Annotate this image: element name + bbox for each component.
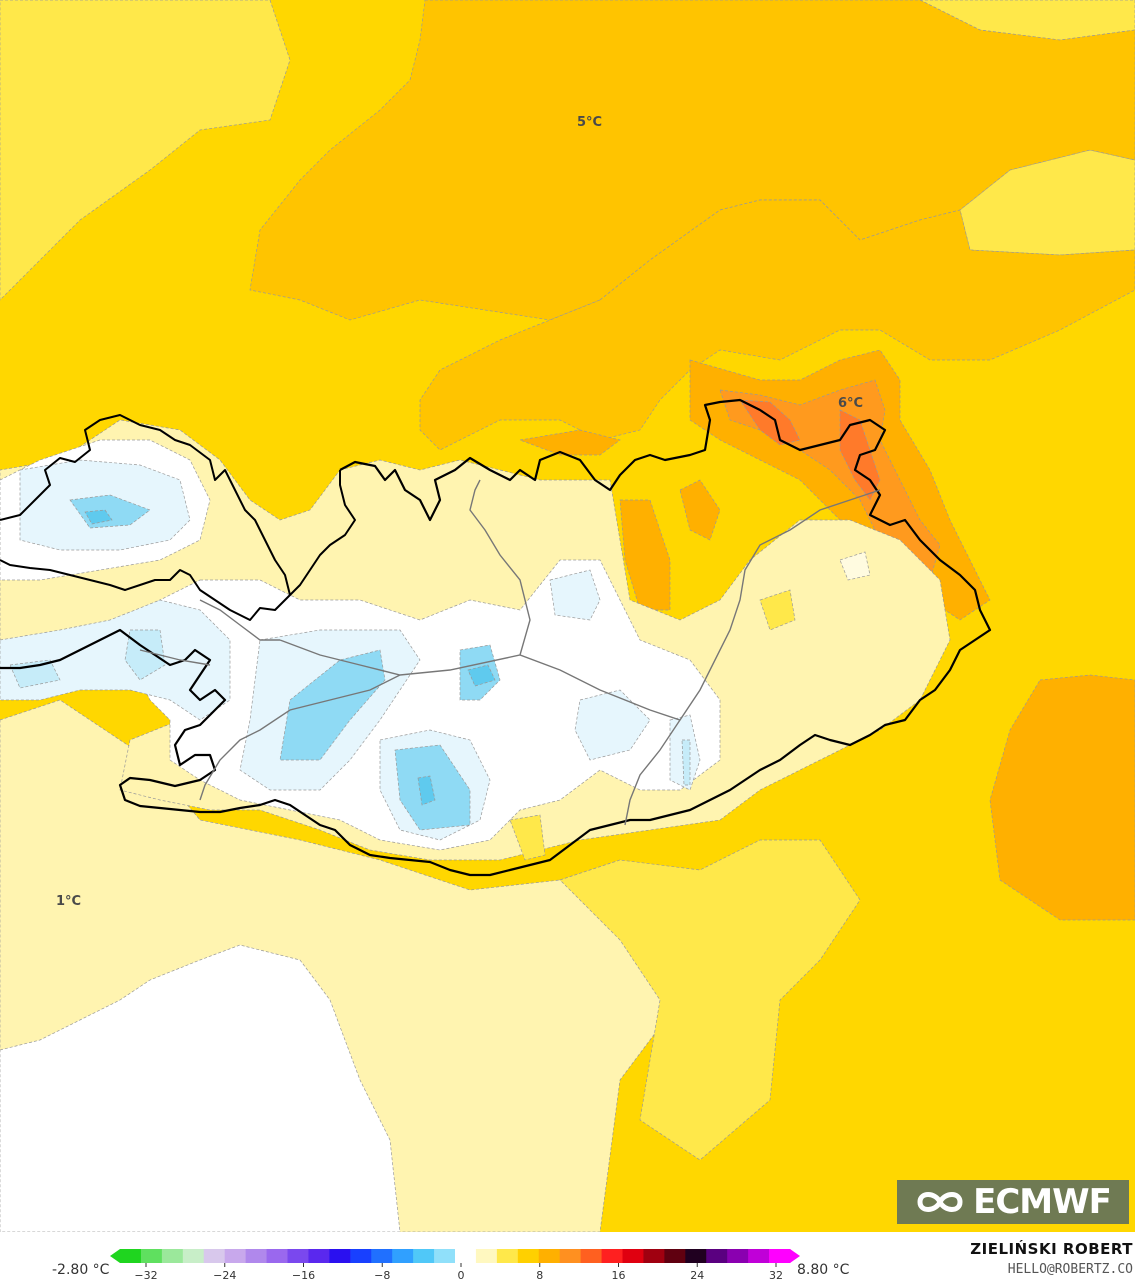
- scale-swatch: [455, 1249, 477, 1263]
- coastline-north-peninsula: [289, 470, 356, 596]
- scale-arrow-right: [790, 1249, 800, 1263]
- contour-label-6c: 6°C: [838, 396, 863, 411]
- scale-swatch: [434, 1249, 456, 1263]
- scale-tick-label: −16: [292, 1269, 315, 1282]
- scale-swatch: [538, 1249, 561, 1263]
- blue-central-1: [279, 649, 386, 761]
- blue-east-streak: [681, 739, 691, 786]
- light-region-northwest: [0, 0, 291, 301]
- pale-blue-north-central: [549, 569, 601, 621]
- scale-swatch: [643, 1249, 665, 1263]
- ecmwf-logo-icon: [917, 1192, 963, 1212]
- scale-tick-label: −24: [213, 1269, 236, 1282]
- scale-tick-label: 0: [458, 1269, 465, 1282]
- legend-min-value: -2.80 °C: [52, 1262, 110, 1278]
- mid-blue-central: [467, 664, 496, 687]
- white-region-southwest: [0, 944, 401, 1232]
- temperature-anomaly-map: 5°C 6°C 1°C: [0, 0, 1135, 1232]
- scale-tick-label: −32: [134, 1269, 157, 1282]
- orange-streak-2: [518, 429, 621, 456]
- scale-swatch: [161, 1249, 184, 1263]
- scale-swatch: [727, 1249, 749, 1263]
- scale-swatch: [287, 1249, 309, 1263]
- scale-swatch: [706, 1249, 728, 1263]
- gold-region-central: [419, 199, 1135, 451]
- scale-swatch: [769, 1249, 791, 1263]
- scale-swatch: [392, 1249, 414, 1263]
- yellow-patch-east: [759, 589, 796, 631]
- scale-swatch: [559, 1249, 582, 1263]
- author-email[interactable]: HELLO@ROBERTZ.CO: [1007, 1262, 1133, 1277]
- scale-swatch: [245, 1249, 268, 1263]
- pale-region-lower: [559, 839, 861, 1161]
- scale-swatch: [496, 1249, 519, 1263]
- scale-swatch: [413, 1249, 435, 1263]
- contour-label-1c: 1°C: [56, 894, 81, 909]
- pale-blue-east: [574, 689, 651, 761]
- yellow-patch-south: [509, 814, 546, 861]
- scale-swatch: [140, 1249, 163, 1263]
- orange-streak-3: [679, 479, 721, 541]
- scale-swatch: [371, 1249, 393, 1263]
- scale-swatch: [580, 1249, 603, 1263]
- iceland-coastline: [0, 398, 992, 877]
- scale-swatch: [329, 1249, 351, 1263]
- scale-tick-label: 8: [536, 1269, 543, 1282]
- color-scale: −32 −24 −16 −8 0 8 16 24 32: [110, 1249, 800, 1282]
- regional-borders: [139, 479, 881, 826]
- orange-region-east: [989, 674, 1135, 921]
- scale-swatch: [475, 1249, 498, 1263]
- mid-blue-northwest: [84, 509, 113, 525]
- scale-swatch: [266, 1249, 288, 1263]
- mid-blue-south: [417, 775, 436, 806]
- legend-max-value: 8.80 °C: [797, 1262, 850, 1278]
- coastline-westfjords: [0, 414, 291, 621]
- scale-tick-label: 32: [769, 1269, 783, 1282]
- scale-swatch: [748, 1249, 770, 1263]
- scale-swatch: [664, 1249, 686, 1263]
- white-patch-east: [839, 551, 871, 581]
- author-name: ZIELIŃSKI ROBERT: [970, 1240, 1133, 1258]
- scale-swatch: [224, 1249, 247, 1263]
- scale-swatch: [308, 1249, 330, 1263]
- scale-swatch: [120, 1249, 142, 1263]
- blue-south: [394, 744, 471, 831]
- scale-tick-label: −8: [374, 1269, 390, 1282]
- orange-streak-1: [619, 499, 671, 611]
- red-orange-hotspot: [739, 399, 881, 501]
- scale-swatch: [601, 1249, 623, 1263]
- ecmwf-logo: ECMWF: [897, 1180, 1129, 1224]
- scale-swatch: [182, 1249, 205, 1263]
- scale-swatch: [350, 1249, 372, 1263]
- scale-swatch: [517, 1249, 540, 1263]
- scale-swatch: [685, 1249, 707, 1263]
- scale-tick-label: 16: [612, 1269, 626, 1282]
- contour-label-5c: 5°C: [577, 115, 602, 130]
- ecmwf-logo-text: ECMWF: [973, 1182, 1112, 1222]
- color-scale-ticks: −32 −24 −16 −8 0 8 16 24 32: [134, 1263, 783, 1282]
- scale-swatch: [203, 1249, 226, 1263]
- scale-swatch: [622, 1249, 644, 1263]
- scale-arrow-left: [110, 1249, 120, 1263]
- color-scale-bars: [110, 1249, 800, 1263]
- scale-tick-label: 24: [690, 1269, 704, 1282]
